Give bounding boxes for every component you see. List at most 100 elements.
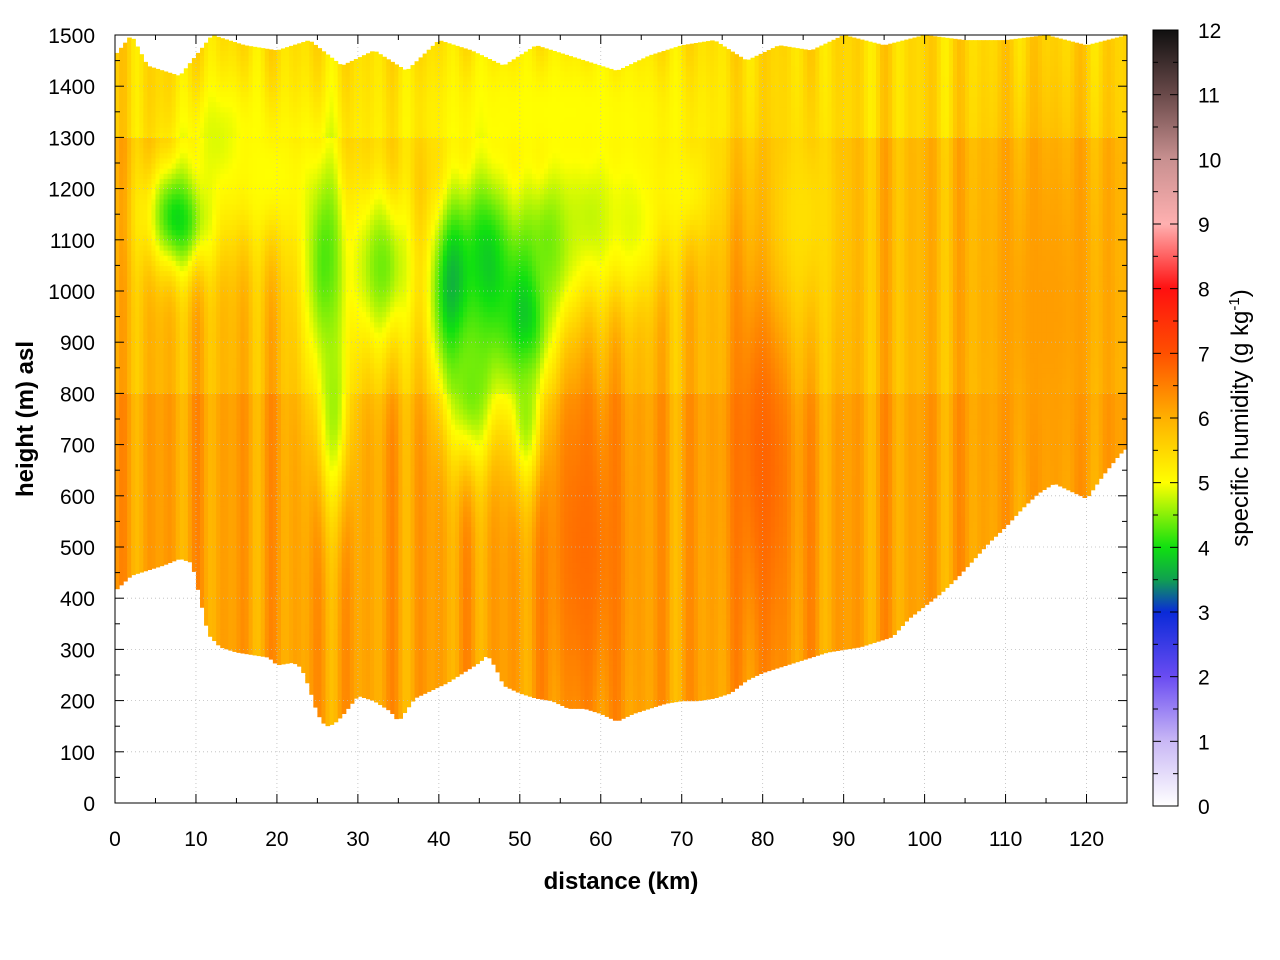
humidity-cell [119, 327, 124, 333]
humidity-cell [220, 506, 225, 512]
humidity-cell [119, 383, 124, 389]
humidity-cell [172, 332, 177, 338]
humidity-cell [123, 127, 128, 133]
humidity-cell [180, 107, 185, 113]
humidity-cell [172, 127, 177, 133]
humidity-cell [220, 50, 225, 56]
humidity-cell [168, 271, 173, 277]
humidity-cell [151, 429, 156, 435]
humidity-cell [147, 465, 152, 471]
humidity-cell [139, 112, 144, 118]
humidity-cell [200, 429, 205, 435]
humidity-cell [176, 378, 181, 384]
humidity-cell [220, 71, 225, 77]
humidity-cell [119, 301, 124, 307]
humidity-cell [204, 122, 209, 128]
humidity-cell [131, 537, 136, 543]
humidity-cell [131, 460, 136, 466]
humidity-cell [131, 153, 136, 159]
humidity-cell [204, 460, 209, 466]
humidity-cell [168, 434, 173, 440]
humidity-cell [131, 352, 136, 358]
humidity-cell [180, 527, 185, 533]
humidity-cell [131, 363, 136, 369]
humidity-cell [188, 424, 193, 430]
humidity-cell [220, 230, 225, 236]
humidity-cell [208, 603, 213, 609]
humidity-cell [127, 429, 132, 435]
humidity-cell [127, 496, 132, 502]
humidity-cell [220, 281, 225, 287]
humidity-cell [188, 393, 193, 399]
humidity-cell [139, 76, 144, 82]
humidity-cell [168, 342, 173, 348]
humidity-cell [192, 296, 197, 302]
humidity-cell [204, 511, 209, 517]
humidity-cell [212, 475, 217, 481]
humidity-cell [184, 419, 189, 425]
humidity-cell [119, 419, 124, 425]
humidity-cell [212, 276, 217, 282]
humidity-cell [196, 122, 201, 128]
humidity-cell [151, 265, 156, 271]
humidity-cell [127, 465, 132, 471]
humidity-cell [172, 107, 177, 113]
humidity-cell [172, 547, 177, 553]
humidity-cell [147, 327, 152, 333]
humidity-cell [220, 91, 225, 97]
humidity-cell [212, 434, 217, 440]
humidity-cell [160, 393, 165, 399]
humidity-cell [164, 178, 169, 184]
humidity-cell [172, 532, 177, 538]
humidity-cell [119, 204, 124, 210]
humidity-cell [147, 66, 152, 71]
humidity-cell [123, 71, 128, 77]
humidity-cell [204, 107, 209, 113]
humidity-cell [115, 327, 120, 333]
humidity-cell [176, 327, 181, 333]
humidity-cell [168, 404, 173, 410]
humidity-cell [155, 199, 160, 205]
humidity-cell [204, 102, 209, 108]
humidity-cell [155, 383, 160, 389]
humidity-cell [176, 281, 181, 287]
humidity-cell [188, 552, 193, 558]
humidity-cell [196, 189, 201, 195]
humidity-cell [216, 127, 221, 133]
humidity-cell [135, 363, 140, 369]
humidity-cell [216, 209, 221, 215]
humidity-cell [172, 496, 177, 502]
humidity-cell [220, 291, 225, 297]
humidity-cell [139, 240, 144, 246]
humidity-cell [160, 163, 165, 169]
humidity-cell [180, 327, 185, 333]
humidity-cell [143, 342, 148, 348]
humidity-cell [204, 439, 209, 445]
humidity-cell [196, 557, 201, 563]
humidity-cell [119, 511, 124, 517]
humidity-cell [135, 527, 140, 533]
humidity-cell [196, 276, 201, 282]
humidity-cell [188, 311, 193, 317]
humidity-cell [131, 40, 136, 46]
humidity-cell [216, 624, 221, 630]
humidity-cell [176, 501, 181, 507]
humidity-cell [204, 552, 209, 558]
humidity-cell [200, 583, 205, 589]
humidity-cell [139, 255, 144, 261]
humidity-cell [135, 199, 140, 205]
humidity-cell [196, 578, 201, 584]
humidity-cell [135, 347, 140, 353]
humidity-cell [139, 245, 144, 251]
humidity-cell [168, 332, 173, 338]
humidity-cell [168, 240, 173, 246]
humidity-cell [139, 429, 144, 435]
humidity-cell [184, 496, 189, 502]
humidity-cell [220, 516, 225, 522]
humidity-cell [172, 153, 177, 159]
humidity-cell [135, 480, 140, 486]
humidity-cell [212, 107, 217, 113]
humidity-cell [200, 204, 205, 210]
humidity-cell [188, 516, 193, 522]
humidity-cell [155, 91, 160, 97]
